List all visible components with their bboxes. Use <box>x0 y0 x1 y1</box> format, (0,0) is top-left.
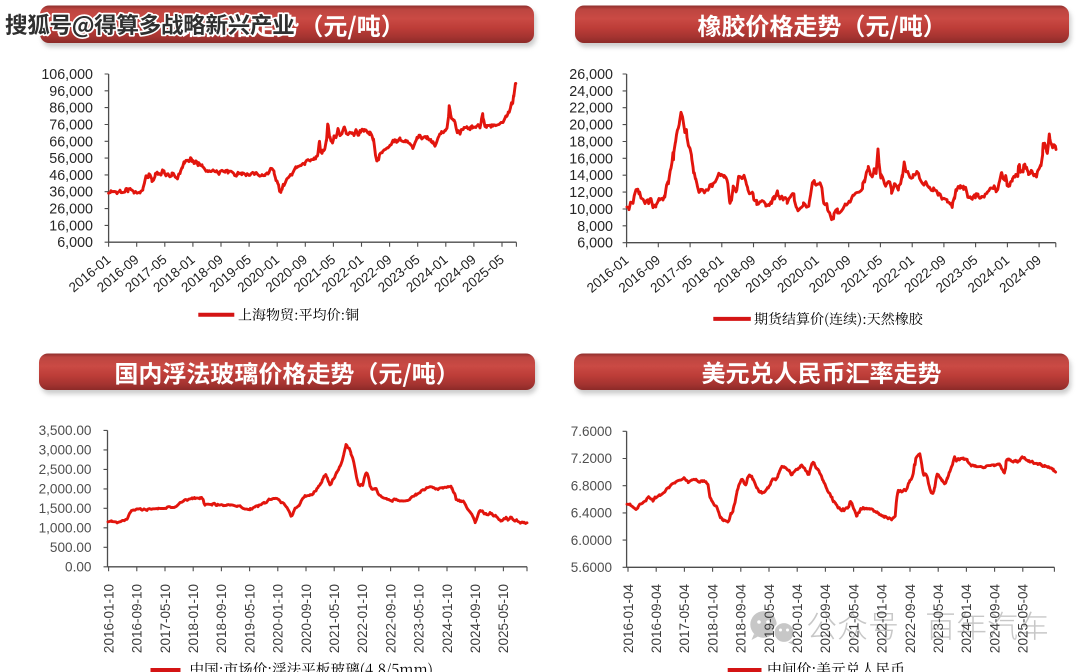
svg-text:96,000: 96,000 <box>49 84 93 100</box>
svg-text:2020-01-10: 2020-01-10 <box>271 584 286 653</box>
svg-text:56,000: 56,000 <box>49 151 93 167</box>
svg-text:2024-09-04: 2024-09-04 <box>987 584 1002 654</box>
svg-text:46,000: 46,000 <box>49 168 93 184</box>
svg-text:18,000: 18,000 <box>569 135 613 151</box>
svg-text:2022-01-10: 2022-01-10 <box>355 584 370 653</box>
svg-text:22,000: 22,000 <box>569 101 613 117</box>
svg-text:2017-05-10: 2017-05-10 <box>158 584 173 653</box>
svg-text:2019-05-10: 2019-05-10 <box>242 584 257 653</box>
svg-text:6,000: 6,000 <box>57 235 93 251</box>
svg-text:2016-09-04: 2016-09-04 <box>649 584 664 654</box>
svg-text:2019-05-04: 2019-05-04 <box>762 584 777 654</box>
svg-text:6.0000: 6.0000 <box>571 533 612 548</box>
svg-text:2020-09-10: 2020-09-10 <box>299 584 314 653</box>
svg-text:7.6000: 7.6000 <box>571 424 612 439</box>
svg-text:24,000: 24,000 <box>569 84 613 100</box>
svg-text:106,000: 106,000 <box>41 67 93 83</box>
svg-text:6.8000: 6.8000 <box>571 478 612 493</box>
svg-text:2,500.00: 2,500.00 <box>39 462 92 477</box>
svg-text:86,000: 86,000 <box>49 101 93 117</box>
svg-text:2021-05-10: 2021-05-10 <box>327 584 342 653</box>
svg-text:500.00: 500.00 <box>50 540 92 555</box>
svg-text:5.6000: 5.6000 <box>571 560 612 575</box>
svg-text:2018-01-04: 2018-01-04 <box>705 584 720 654</box>
svg-text:12,000: 12,000 <box>569 185 613 201</box>
svg-text:2,000.00: 2,000.00 <box>39 482 92 497</box>
svg-text:7.2000: 7.2000 <box>571 451 612 466</box>
svg-text:2017-05-04: 2017-05-04 <box>677 584 692 654</box>
svg-text:2021-05-04: 2021-05-04 <box>846 584 861 654</box>
svg-text:2025-05-04: 2025-05-04 <box>1016 584 1031 654</box>
svg-text:2020-01-04: 2020-01-04 <box>790 584 805 654</box>
svg-text:16,000: 16,000 <box>49 218 93 234</box>
svg-text:6,000: 6,000 <box>577 236 613 252</box>
svg-text:1,000.00: 1,000.00 <box>39 521 92 536</box>
svg-text:3,500.00: 3,500.00 <box>39 423 92 438</box>
svg-text:16,000: 16,000 <box>569 151 613 167</box>
svg-text:2025-05-10: 2025-05-10 <box>496 584 511 653</box>
svg-text:2024-09-10: 2024-09-10 <box>468 584 483 653</box>
svg-text:10,000: 10,000 <box>569 202 613 218</box>
svg-text:2023-05-04: 2023-05-04 <box>931 584 946 654</box>
svg-text:3,000.00: 3,000.00 <box>39 443 92 458</box>
svg-text:26,000: 26,000 <box>569 67 613 83</box>
svg-text:2023-05-10: 2023-05-10 <box>412 584 427 653</box>
svg-text:2018-09-04: 2018-09-04 <box>734 584 749 654</box>
svg-text:0.00: 0.00 <box>65 560 92 575</box>
svg-text:1,500.00: 1,500.00 <box>39 501 92 516</box>
svg-text:2016-01-04: 2016-01-04 <box>621 584 636 654</box>
svg-text:66,000: 66,000 <box>49 134 93 150</box>
svg-text:14,000: 14,000 <box>569 168 613 184</box>
svg-text:20,000: 20,000 <box>569 118 613 134</box>
svg-text:8,000: 8,000 <box>577 219 613 235</box>
svg-text:2024-01-10: 2024-01-10 <box>440 584 455 653</box>
svg-text:2024-01-04: 2024-01-04 <box>959 584 974 654</box>
svg-text:6.4000: 6.4000 <box>571 506 612 521</box>
svg-text:26,000: 26,000 <box>49 202 93 218</box>
svg-text:2022-09-04: 2022-09-04 <box>903 584 918 654</box>
svg-text:2018-09-10: 2018-09-10 <box>214 584 229 653</box>
svg-text:2022-09-10: 2022-09-10 <box>383 584 398 653</box>
svg-text:2016-01-10: 2016-01-10 <box>101 584 116 653</box>
svg-text:36,000: 36,000 <box>49 185 93 201</box>
svg-text:2020-09-04: 2020-09-04 <box>818 584 833 654</box>
svg-text:2022-01-04: 2022-01-04 <box>875 584 890 654</box>
svg-text:76,000: 76,000 <box>49 118 93 134</box>
svg-text:2016-09-10: 2016-09-10 <box>130 584 145 653</box>
svg-text:2018-01-10: 2018-01-10 <box>186 584 201 653</box>
